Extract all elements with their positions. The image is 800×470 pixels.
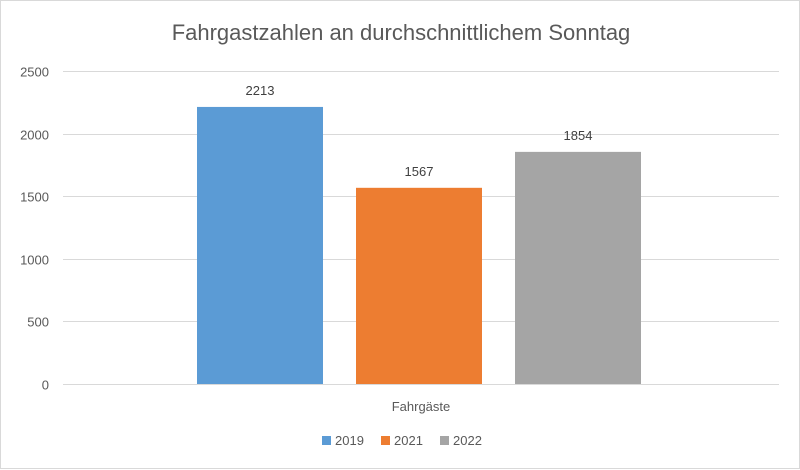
legend-label-2022: 2022 bbox=[453, 433, 482, 448]
data-label-2021: 1567 bbox=[405, 164, 434, 179]
data-label-2022: 1854 bbox=[564, 128, 593, 143]
legend-swatch-2019 bbox=[322, 436, 331, 445]
bars: 2213 1567 1854 bbox=[197, 83, 641, 384]
data-label-2019: 2213 bbox=[246, 83, 275, 98]
legend-swatch-2021 bbox=[381, 436, 390, 445]
bar-2022 bbox=[515, 151, 641, 384]
y-tick-label: 500 bbox=[27, 315, 49, 330]
y-axis: 0 500 1000 1500 2000 2500 bbox=[20, 65, 49, 393]
legend-label-2019: 2019 bbox=[335, 433, 364, 448]
legend: 2019 2021 2022 bbox=[322, 433, 482, 448]
y-tick-label: 1500 bbox=[20, 190, 49, 205]
legend-label-2021: 2021 bbox=[394, 433, 423, 448]
chart-title: Fahrgastzahlen an durchschnittlichem Son… bbox=[172, 20, 631, 45]
bar-2019 bbox=[197, 106, 323, 384]
bar-2021 bbox=[356, 187, 482, 384]
x-category-label: Fahrgäste bbox=[392, 399, 451, 414]
y-tick-label: 0 bbox=[42, 378, 49, 393]
y-tick-label: 1000 bbox=[20, 253, 49, 268]
legend-swatch-2022 bbox=[440, 436, 449, 445]
y-tick-label: 2500 bbox=[20, 65, 49, 80]
x-axis: Fahrgäste bbox=[63, 384, 779, 414]
y-tick-label: 2000 bbox=[20, 128, 49, 143]
